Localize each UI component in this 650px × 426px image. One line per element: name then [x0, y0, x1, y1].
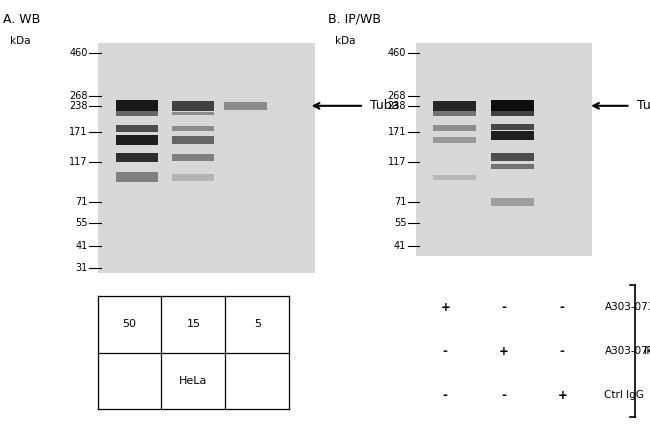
- Text: -: -: [560, 301, 565, 314]
- Text: 55: 55: [394, 218, 406, 227]
- Bar: [416, 43, 592, 256]
- Bar: [116, 173, 158, 182]
- Text: 5: 5: [254, 320, 261, 329]
- Text: A303-073A: A303-073A: [604, 302, 650, 312]
- Text: 15: 15: [187, 320, 200, 329]
- Text: 71: 71: [75, 197, 88, 207]
- Bar: [172, 112, 214, 115]
- Text: 238: 238: [70, 101, 88, 111]
- Bar: [434, 137, 476, 144]
- Text: IP: IP: [644, 346, 650, 357]
- Text: +: +: [557, 389, 567, 402]
- Text: 71: 71: [394, 197, 406, 207]
- Bar: [172, 101, 214, 111]
- Bar: [491, 164, 534, 170]
- Text: +: +: [499, 345, 509, 358]
- Text: 117: 117: [70, 158, 88, 167]
- Bar: [491, 199, 534, 206]
- Text: 55: 55: [75, 218, 88, 227]
- Bar: [116, 111, 158, 115]
- Bar: [116, 135, 158, 145]
- Text: -: -: [501, 301, 506, 314]
- Text: 238: 238: [388, 101, 406, 111]
- Bar: [491, 153, 534, 161]
- Bar: [434, 125, 476, 131]
- Text: 50: 50: [122, 320, 136, 329]
- Text: B. IP/WB: B. IP/WB: [328, 13, 382, 26]
- Bar: [491, 131, 534, 140]
- Bar: [116, 125, 158, 132]
- Text: Tuba: Tuba: [370, 99, 400, 112]
- Bar: [116, 153, 158, 161]
- Text: 171: 171: [70, 127, 88, 137]
- Bar: [491, 111, 534, 116]
- Text: 41: 41: [394, 241, 406, 251]
- Text: 268: 268: [70, 91, 88, 101]
- Text: -: -: [443, 389, 448, 402]
- Text: kDa: kDa: [10, 36, 31, 46]
- Text: 171: 171: [388, 127, 406, 137]
- Text: 460: 460: [388, 48, 406, 58]
- Bar: [491, 124, 534, 130]
- Text: 31: 31: [75, 263, 88, 273]
- Bar: [172, 136, 214, 144]
- Text: Ctrl IgG: Ctrl IgG: [604, 391, 644, 400]
- Bar: [434, 175, 476, 180]
- Text: kDa: kDa: [335, 36, 356, 46]
- Text: 41: 41: [75, 241, 88, 251]
- Bar: [172, 126, 214, 131]
- Text: -: -: [560, 345, 565, 358]
- Text: Tuba: Tuba: [637, 99, 650, 112]
- Text: -: -: [501, 389, 506, 402]
- Bar: [224, 102, 266, 109]
- Bar: [172, 154, 214, 161]
- Text: 117: 117: [388, 158, 406, 167]
- Bar: [116, 100, 158, 112]
- Text: HeLa: HeLa: [179, 376, 207, 386]
- Bar: [98, 43, 315, 273]
- Text: A303-074A: A303-074A: [604, 346, 650, 357]
- Text: -: -: [443, 345, 448, 358]
- Bar: [491, 100, 534, 112]
- Text: +: +: [440, 301, 450, 314]
- Text: 268: 268: [388, 91, 406, 101]
- Text: A. WB: A. WB: [3, 13, 40, 26]
- Bar: [172, 174, 214, 181]
- Bar: [434, 101, 476, 111]
- Bar: [434, 111, 476, 115]
- Text: 460: 460: [70, 48, 88, 58]
